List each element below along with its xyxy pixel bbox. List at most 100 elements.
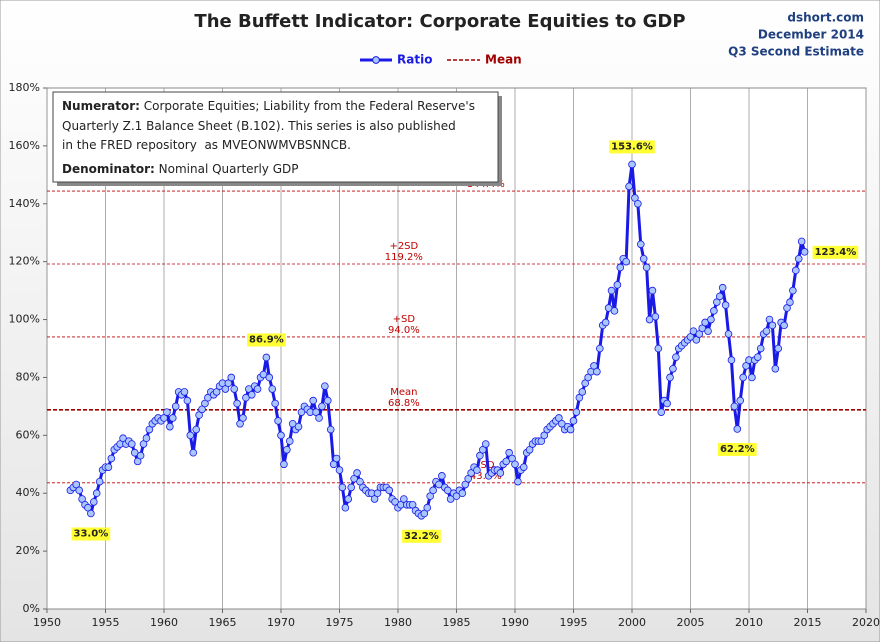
note-span: Nominal Quarterly GDP xyxy=(155,162,299,176)
legend-marker xyxy=(372,56,380,64)
data-point xyxy=(628,160,636,169)
reference-value: 119.2% xyxy=(385,252,423,263)
data-point xyxy=(736,396,745,405)
data-point xyxy=(280,460,288,469)
data-point xyxy=(338,483,347,492)
data-point xyxy=(268,385,277,393)
data-point xyxy=(341,503,350,512)
data-point xyxy=(75,486,83,495)
source: dshort.com xyxy=(787,11,864,25)
data-point xyxy=(771,364,780,373)
data-point xyxy=(797,237,806,246)
data-point xyxy=(335,466,344,474)
legend-label: Ratio xyxy=(397,53,432,67)
x-tick-label: 1955 xyxy=(92,616,120,629)
data-point xyxy=(283,446,291,454)
note-span: Corporate Equities; Liability from the F… xyxy=(140,99,475,113)
data-point xyxy=(786,298,794,306)
note-frame xyxy=(52,91,499,183)
data-point xyxy=(739,373,747,382)
annotation: 62.2% xyxy=(717,442,757,456)
data-point xyxy=(634,199,642,208)
data-point xyxy=(607,286,616,295)
y-tick-label: 0% xyxy=(23,602,40,615)
data-point xyxy=(800,248,809,256)
annotation-label: 153.6% xyxy=(611,141,653,152)
data-point xyxy=(347,483,356,492)
data-point xyxy=(265,373,274,382)
y-tick-label: 140% xyxy=(9,197,40,210)
data-point xyxy=(183,396,192,405)
data-point xyxy=(253,385,262,393)
data-point xyxy=(227,373,236,382)
data-point xyxy=(321,382,329,390)
data-point xyxy=(730,402,739,411)
data-point xyxy=(791,266,800,275)
x-tick-label: 2010 xyxy=(735,616,763,629)
data-point xyxy=(142,434,151,443)
data-point xyxy=(768,321,777,330)
data-point xyxy=(593,367,601,376)
data-point xyxy=(496,469,505,477)
x-tick-label: 1960 xyxy=(150,616,178,629)
data-point xyxy=(789,286,797,295)
data-point xyxy=(578,388,587,396)
data-point xyxy=(136,451,145,460)
data-point xyxy=(239,414,247,422)
data-point xyxy=(756,344,765,353)
data-point xyxy=(613,281,622,289)
x-tick-label: 2015 xyxy=(794,616,822,629)
reference-value: 68.8% xyxy=(388,398,420,409)
data-point xyxy=(704,327,712,335)
x-tick-label: 1985 xyxy=(443,616,471,629)
y-tick-label: 80% xyxy=(16,370,40,383)
data-point xyxy=(648,286,657,295)
data-point xyxy=(385,486,394,495)
data-point xyxy=(666,373,674,382)
data-point xyxy=(794,254,803,263)
data-point xyxy=(104,463,113,471)
data-point xyxy=(519,463,528,471)
data-point xyxy=(189,448,198,457)
data-point xyxy=(639,254,648,263)
data-point xyxy=(566,425,575,434)
x-tick-label: 1995 xyxy=(560,616,588,629)
data-point xyxy=(596,344,604,353)
note-text: Quarterly Z.1 Balance Sheet (B.102). Thi… xyxy=(62,119,456,133)
x-tick-label: 2000 xyxy=(618,616,646,629)
y-tick-label: 100% xyxy=(9,313,40,326)
data-point xyxy=(233,399,241,408)
data-point xyxy=(458,489,467,498)
note-box: Numerator: Corporate Equities; Liability… xyxy=(52,91,502,186)
note-text: Denominator: Nominal Quarterly GDP xyxy=(62,162,299,176)
data-point xyxy=(107,454,116,463)
data-point xyxy=(90,498,98,506)
annotation: 123.4% xyxy=(812,245,859,259)
data-point xyxy=(353,469,361,477)
x-tick-label: 2020 xyxy=(852,616,880,629)
note-span: in the FRED repository as MVEONWMVBSNNCB… xyxy=(62,138,351,152)
data-point xyxy=(95,477,104,486)
y-tick-label: 20% xyxy=(16,544,40,557)
data-point xyxy=(294,422,303,431)
annotation-box xyxy=(247,333,286,347)
data-point xyxy=(92,489,101,498)
x-tick-label: 1990 xyxy=(501,616,529,629)
x-tick-label: 1950 xyxy=(33,616,61,629)
data-point xyxy=(610,307,619,315)
source: Q3 Second Estimate xyxy=(728,45,864,59)
data-point xyxy=(171,402,180,411)
y-tick-label: 160% xyxy=(9,139,40,152)
x-tick-label: 1965 xyxy=(209,616,237,629)
data-point xyxy=(715,292,724,301)
data-point xyxy=(569,417,578,425)
annotation: 153.6% xyxy=(609,140,655,154)
reference-label: -SD xyxy=(477,460,495,471)
data-point xyxy=(230,385,239,393)
y-tick-label: 60% xyxy=(16,428,40,441)
annotation-label: 86.9% xyxy=(249,334,284,345)
data-point xyxy=(616,263,625,272)
source: December 2014 xyxy=(758,28,864,42)
data-point xyxy=(262,353,271,362)
